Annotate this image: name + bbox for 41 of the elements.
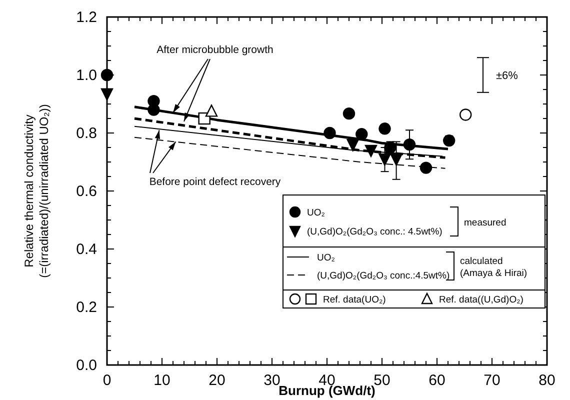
point [460, 108, 472, 121]
y-tick-label: 0.2 [76, 299, 97, 316]
legend-label: (U,Gd)O₂(Gd₂O₃ conc.:4.5wt%) [317, 270, 450, 282]
y-tick-label: 0.4 [76, 241, 97, 258]
x-tick-label: 70 [484, 372, 500, 389]
point [378, 122, 391, 135]
point [100, 88, 114, 100]
legend-label: UO₂ [317, 252, 336, 264]
y-tick-label: 1.2 [76, 9, 97, 26]
x-tick-label: 10 [154, 372, 170, 389]
point [364, 144, 378, 158]
point [378, 154, 391, 166]
annotation: Before point defect recovery [149, 176, 282, 188]
y-tick-label: 0.8 [76, 125, 97, 142]
point [356, 128, 368, 140]
point [205, 104, 218, 117]
x-tick-label: 30 [264, 372, 280, 389]
y-tick-label: 0.0 [76, 357, 97, 374]
point [346, 139, 359, 152]
point [403, 138, 416, 151]
x-tick-label: 50 [374, 372, 390, 389]
x-tick-label: 0 [102, 372, 112, 389]
annotation: calculated (Amaya & Hirai) [460, 256, 528, 279]
point [420, 162, 432, 174]
legend-label: Ref. data(UO₂) [323, 294, 386, 306]
x-tick-label: 60 [428, 372, 446, 389]
legend-label: Ref. data((U,Gd)O₂) [439, 294, 524, 306]
x-tick-label: 80 [538, 372, 556, 389]
annotation: measured [464, 218, 506, 228]
annotation: ±6% [496, 70, 518, 82]
x-tick-label: 20 [208, 372, 226, 389]
legend-label: UO₂ [307, 208, 326, 218]
point [342, 107, 356, 120]
y-tick-label: 1.0 [76, 67, 97, 84]
y-axis-title: Relative thermal conductivity (=(irradiated)/(unirradiated UO₂)) [22, 104, 51, 278]
y-tick-label: 0.6 [76, 183, 97, 200]
point [324, 126, 336, 140]
point [100, 68, 114, 82]
legend-label: (U,Gd)O₂(Gd₂O₃ conc.: 4.5wt%) [307, 226, 442, 238]
point [390, 154, 402, 166]
annotation: After microbubble growth [156, 44, 274, 56]
